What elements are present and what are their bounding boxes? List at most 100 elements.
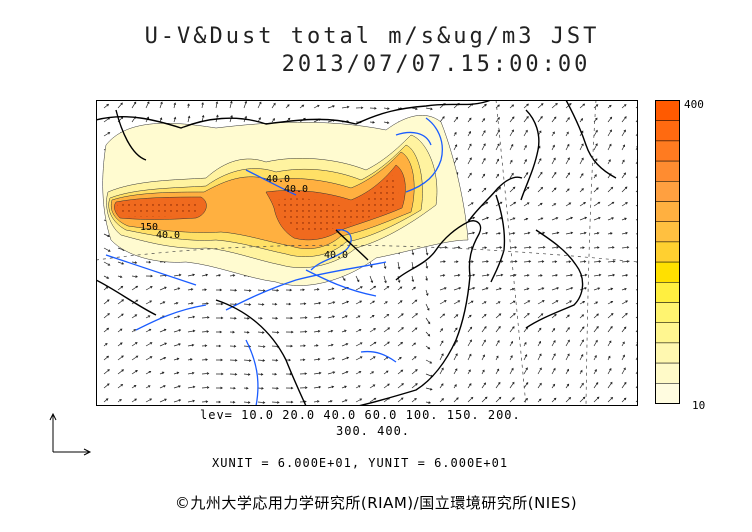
wind-arrow [523, 300, 531, 305]
wind-arrow [187, 385, 196, 389]
colorbar-swatch [655, 120, 680, 142]
wind-arrow [621, 354, 625, 361]
wind-arrow [103, 313, 110, 319]
wind-arrow [607, 159, 611, 165]
wind-arrow [481, 260, 489, 263]
wind-arrow [579, 287, 587, 291]
wind-arrow [145, 260, 152, 264]
wind-arrow [285, 400, 294, 404]
wind-arrow [481, 187, 487, 193]
wind-arrow [327, 371, 336, 375]
wind-arrow [481, 382, 486, 389]
wind-arrow [509, 287, 515, 291]
wind-arrow [579, 382, 584, 389]
wind-arrow [593, 287, 601, 291]
wind-arrow [593, 339, 598, 347]
wind-arrow [467, 117, 472, 123]
wind-arrow [271, 372, 278, 376]
wind-arrow [467, 353, 472, 361]
wind-arrow [229, 373, 238, 376]
rivers [105, 117, 443, 406]
wind-arrow [425, 317, 431, 325]
wind-arrow [523, 172, 529, 179]
wind-arrow [216, 372, 224, 376]
wind-arrow [103, 383, 110, 389]
wind-arrow [369, 328, 376, 333]
wind-arrow [103, 398, 109, 403]
wind-arrow [103, 355, 110, 361]
wind-arrow [565, 273, 573, 277]
wind-arrow [411, 299, 418, 305]
wind-arrow [229, 386, 236, 390]
wind-arrow [397, 327, 404, 333]
wind-arrow [621, 381, 627, 389]
wind-arrow [565, 368, 570, 375]
wind-arrow [397, 261, 401, 270]
wind-arrow [327, 357, 336, 361]
wind-arrow [159, 356, 167, 361]
wind-arrow [565, 143, 570, 151]
wind-arrow [481, 287, 489, 291]
wind-arrow [145, 101, 150, 109]
wind-arrow [341, 329, 347, 333]
wind-arrow [313, 344, 319, 347]
wind-arrow [607, 201, 615, 207]
wind-arrow [117, 299, 125, 305]
wind-arrow [579, 188, 584, 193]
wind-arrow [635, 275, 638, 277]
wind-arrow [397, 397, 404, 403]
wind-arrow [425, 331, 431, 337]
wind-arrow [229, 288, 238, 292]
wind-arrow [173, 399, 182, 403]
wind-arrow [551, 171, 557, 179]
wind-arrow [481, 246, 488, 249]
wind-arrow [216, 400, 222, 404]
lat-lon-grid [96, 100, 638, 406]
wind-arrow [383, 313, 390, 319]
wind-arrow [369, 356, 376, 361]
wind-arrow [117, 102, 123, 109]
wind-arrow [257, 289, 266, 292]
wind-arrow [621, 129, 626, 137]
wind-arrow [341, 370, 349, 375]
wind-arrow [467, 260, 474, 263]
wind-arrow [551, 287, 560, 291]
copyright-credit: ©九州大学応用力学研究所(RIAM)/国立環境研究所(NIES) [174, 494, 578, 512]
wind-arrow [313, 104, 320, 109]
wind-arrow [509, 397, 515, 403]
wind-arrow [131, 398, 137, 403]
wind-arrow [495, 187, 501, 193]
wind-arrow [537, 367, 542, 375]
wind-arrow [327, 385, 335, 389]
wind-arrow [271, 401, 280, 404]
wind-arrow [383, 121, 390, 124]
wind-arrow [341, 343, 349, 347]
colorbar-swatch [655, 383, 680, 404]
wind-arrow [481, 143, 486, 151]
wind-arrow [467, 273, 476, 277]
wind-arrow [579, 314, 585, 319]
wind-arrow [523, 274, 530, 277]
wind-arrow [271, 118, 276, 123]
wind-arrow [495, 340, 500, 347]
wind-arrow [355, 300, 363, 305]
wind-arrow [537, 313, 544, 319]
wind-arrow [607, 368, 612, 375]
wind-arrow [439, 287, 447, 291]
wind-arrow [383, 275, 387, 284]
wind-arrow [145, 300, 153, 305]
colorbar-swatch [655, 140, 680, 162]
wind-arrow [607, 325, 613, 333]
wind-arrow [467, 339, 472, 347]
wind-arrow [439, 300, 447, 305]
wind-arrow [495, 381, 501, 389]
wind-arrow [201, 316, 210, 319]
wind-arrow [551, 187, 557, 193]
wind-arrow [229, 274, 236, 277]
wind-arrow [523, 103, 529, 109]
wind-arrow [523, 341, 527, 347]
wind-arrow [467, 326, 473, 333]
wind-arrow [579, 173, 584, 179]
wind-arrow [425, 289, 429, 296]
wind-arrow [145, 328, 152, 333]
